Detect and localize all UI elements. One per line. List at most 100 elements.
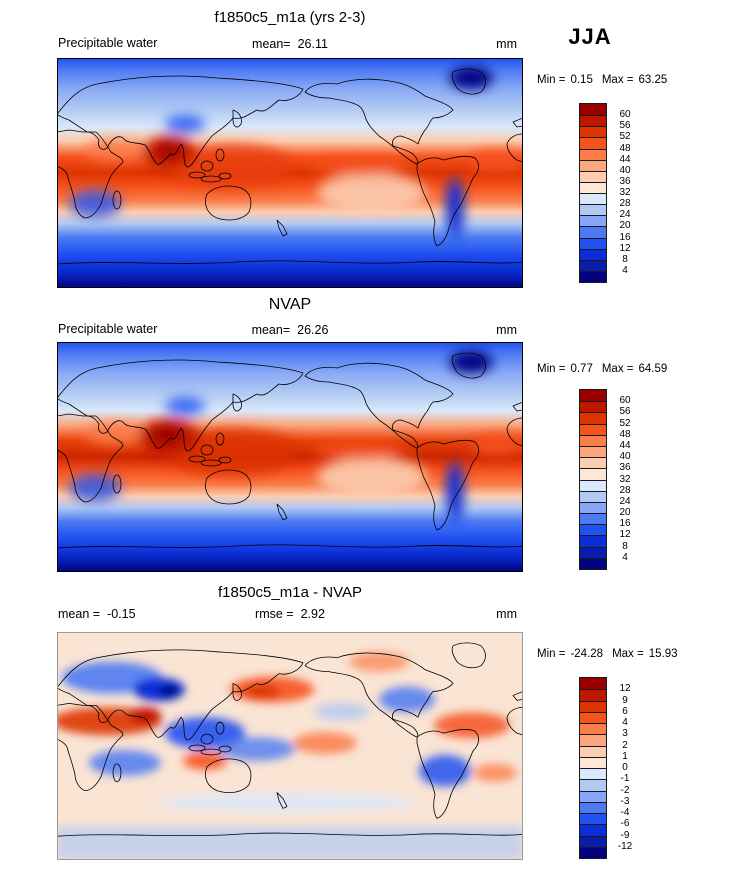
min-value: -24.28 bbox=[570, 648, 604, 660]
panel3-rmse-label: rmse = bbox=[255, 607, 294, 621]
colorbar-tick-label: 40 bbox=[619, 164, 631, 176]
panel2-units-label: mm bbox=[496, 323, 517, 337]
colorbar-segment bbox=[580, 193, 606, 205]
max-label: Max = bbox=[601, 74, 634, 86]
colorbar-segment bbox=[580, 270, 606, 282]
colorbar-tick-label: 12 bbox=[619, 683, 631, 695]
colorbar-segment bbox=[580, 513, 606, 525]
colorbar-segment bbox=[580, 535, 606, 547]
colorbar-segment bbox=[580, 215, 606, 227]
colorbar-segment bbox=[580, 126, 606, 138]
map-frame bbox=[57, 58, 523, 288]
colorbar-tick-label: 20 bbox=[619, 507, 631, 519]
colorbar-tick-label: 60 bbox=[619, 395, 631, 407]
panel3-mean-value: -0.15 bbox=[107, 607, 136, 621]
colorbar-segment bbox=[580, 159, 606, 171]
colorbar-segment bbox=[580, 445, 606, 458]
colorbar-tick-label: 9 bbox=[622, 694, 628, 706]
colorbar-segment bbox=[580, 824, 606, 836]
map-obs bbox=[57, 342, 523, 572]
colorbar-tick-label: 44 bbox=[619, 153, 631, 165]
colorbar-tick-label: 8 bbox=[622, 540, 628, 552]
colorbar-segment bbox=[580, 390, 606, 402]
colorbar-segment bbox=[580, 181, 606, 193]
colorbar-segment bbox=[580, 846, 606, 858]
colorbar-tick-label: 8 bbox=[622, 253, 628, 265]
colorbar-segment bbox=[580, 137, 606, 149]
colorbar-obs: 60 56 52 48 44 40 36 32 28 24 20 16 12 8 4 bbox=[579, 389, 631, 570]
colorbar-segment bbox=[580, 524, 606, 536]
colorbar-tick-label: -9 bbox=[620, 829, 630, 841]
colorbar-segment bbox=[580, 790, 606, 802]
min-label: Min = bbox=[537, 363, 566, 375]
colorbar-tick-label: 12 bbox=[619, 242, 631, 254]
colorbar-tick-label: 56 bbox=[619, 120, 631, 132]
colorbar-tick-label: -4 bbox=[620, 807, 630, 818]
colorbar-model: 60 56 52 48 44 40 36 32 28 24 20 16 12 8 4 bbox=[579, 103, 631, 283]
colorbar-tick-label: 4 bbox=[622, 264, 628, 276]
colorbar-tick-label: 12 bbox=[619, 529, 631, 541]
panel3-rmse-value: 2.92 bbox=[300, 607, 325, 621]
panel3-range-line: Min = -24.28 Max = 15.93 bbox=[537, 647, 677, 661]
min-value: 0.77 bbox=[570, 363, 593, 375]
colorbar-segment bbox=[580, 412, 606, 424]
panel3-title: f1850c5_m1a - NVAP bbox=[218, 584, 362, 601]
colorbar-segment bbox=[580, 700, 606, 712]
max-value: 63.25 bbox=[638, 74, 668, 86]
colorbar-tick-label: 44 bbox=[619, 439, 631, 451]
colorbar-tick-label: 24 bbox=[619, 495, 631, 507]
panel2-variable-label: Precipitable water bbox=[58, 322, 158, 336]
colorbar-segment bbox=[580, 689, 606, 701]
panel1-mean-label: mean= bbox=[252, 37, 291, 51]
colorbar-tick-label: 2 bbox=[622, 739, 628, 751]
colorbar-tick-label: 4 bbox=[622, 551, 628, 563]
colorbar-segment bbox=[580, 779, 606, 791]
colorbar-segment bbox=[580, 490, 606, 502]
colorbar-segment bbox=[580, 756, 606, 768]
max-label: Max = bbox=[612, 648, 644, 660]
colorbar-tick-label: 36 bbox=[619, 462, 631, 474]
panel2-mean-value: 26.26 bbox=[297, 323, 329, 337]
colorbar-segment bbox=[580, 259, 606, 271]
panel1-range-line: Min = 0.15 Max = 63.25 bbox=[537, 73, 667, 87]
colorbar-tick-label: 48 bbox=[619, 142, 631, 154]
panel3-mean-label: mean = bbox=[58, 607, 101, 621]
colorbar-segment bbox=[580, 148, 606, 160]
colorbar-segment bbox=[580, 479, 606, 491]
colorbar-tick-label: -12 bbox=[617, 840, 633, 852]
colorbar-segment bbox=[580, 557, 606, 569]
panel3-mean-stat: mean = -0.15 bbox=[58, 607, 136, 622]
map-diff bbox=[57, 632, 523, 860]
panel2-mean-stat: mean= 26.26 bbox=[57, 323, 523, 338]
min-label: Min = bbox=[537, 74, 566, 86]
colorbar-segment bbox=[580, 468, 606, 480]
colorbar-diff: 12 9 6 4 3 2 1 0 -1 -2 -3 -4 -6 -9 -12 bbox=[579, 677, 632, 859]
max-value: 15.93 bbox=[648, 648, 678, 660]
colorbar-segment bbox=[580, 768, 606, 780]
colorbar-tick-label: 20 bbox=[619, 220, 631, 232]
colorbar-segment bbox=[580, 678, 606, 690]
colorbar-tick-label: 28 bbox=[619, 198, 631, 210]
colorbar-tick-label: 28 bbox=[619, 484, 631, 496]
colorbar-segment bbox=[580, 457, 606, 469]
colorbar-segment bbox=[580, 835, 606, 847]
colorbar-tick-label: 60 bbox=[619, 109, 631, 121]
colorbar-tick-label: -1 bbox=[620, 773, 630, 785]
colorbar-segment bbox=[580, 711, 606, 723]
colorbar-tick-label: 56 bbox=[619, 406, 631, 418]
colorbar-tick-label: 3 bbox=[622, 728, 628, 740]
colorbar-segment bbox=[580, 723, 606, 735]
colorbar-segment bbox=[580, 423, 606, 435]
panel2-mean-label: mean= bbox=[251, 323, 291, 337]
map-model bbox=[57, 58, 523, 288]
colorbar-tick-label: 16 bbox=[619, 518, 631, 530]
colorbar-tick-label: 40 bbox=[619, 451, 631, 463]
panel3-units-label: mm bbox=[496, 607, 517, 621]
colorbar-segment bbox=[580, 734, 606, 746]
colorbar-tick-label: -3 bbox=[620, 795, 630, 807]
max-value: 64.59 bbox=[638, 363, 668, 375]
colorbar-tick-label: -6 bbox=[620, 818, 630, 830]
season-label: JJA bbox=[568, 24, 612, 49]
colorbar-segment bbox=[580, 401, 606, 413]
